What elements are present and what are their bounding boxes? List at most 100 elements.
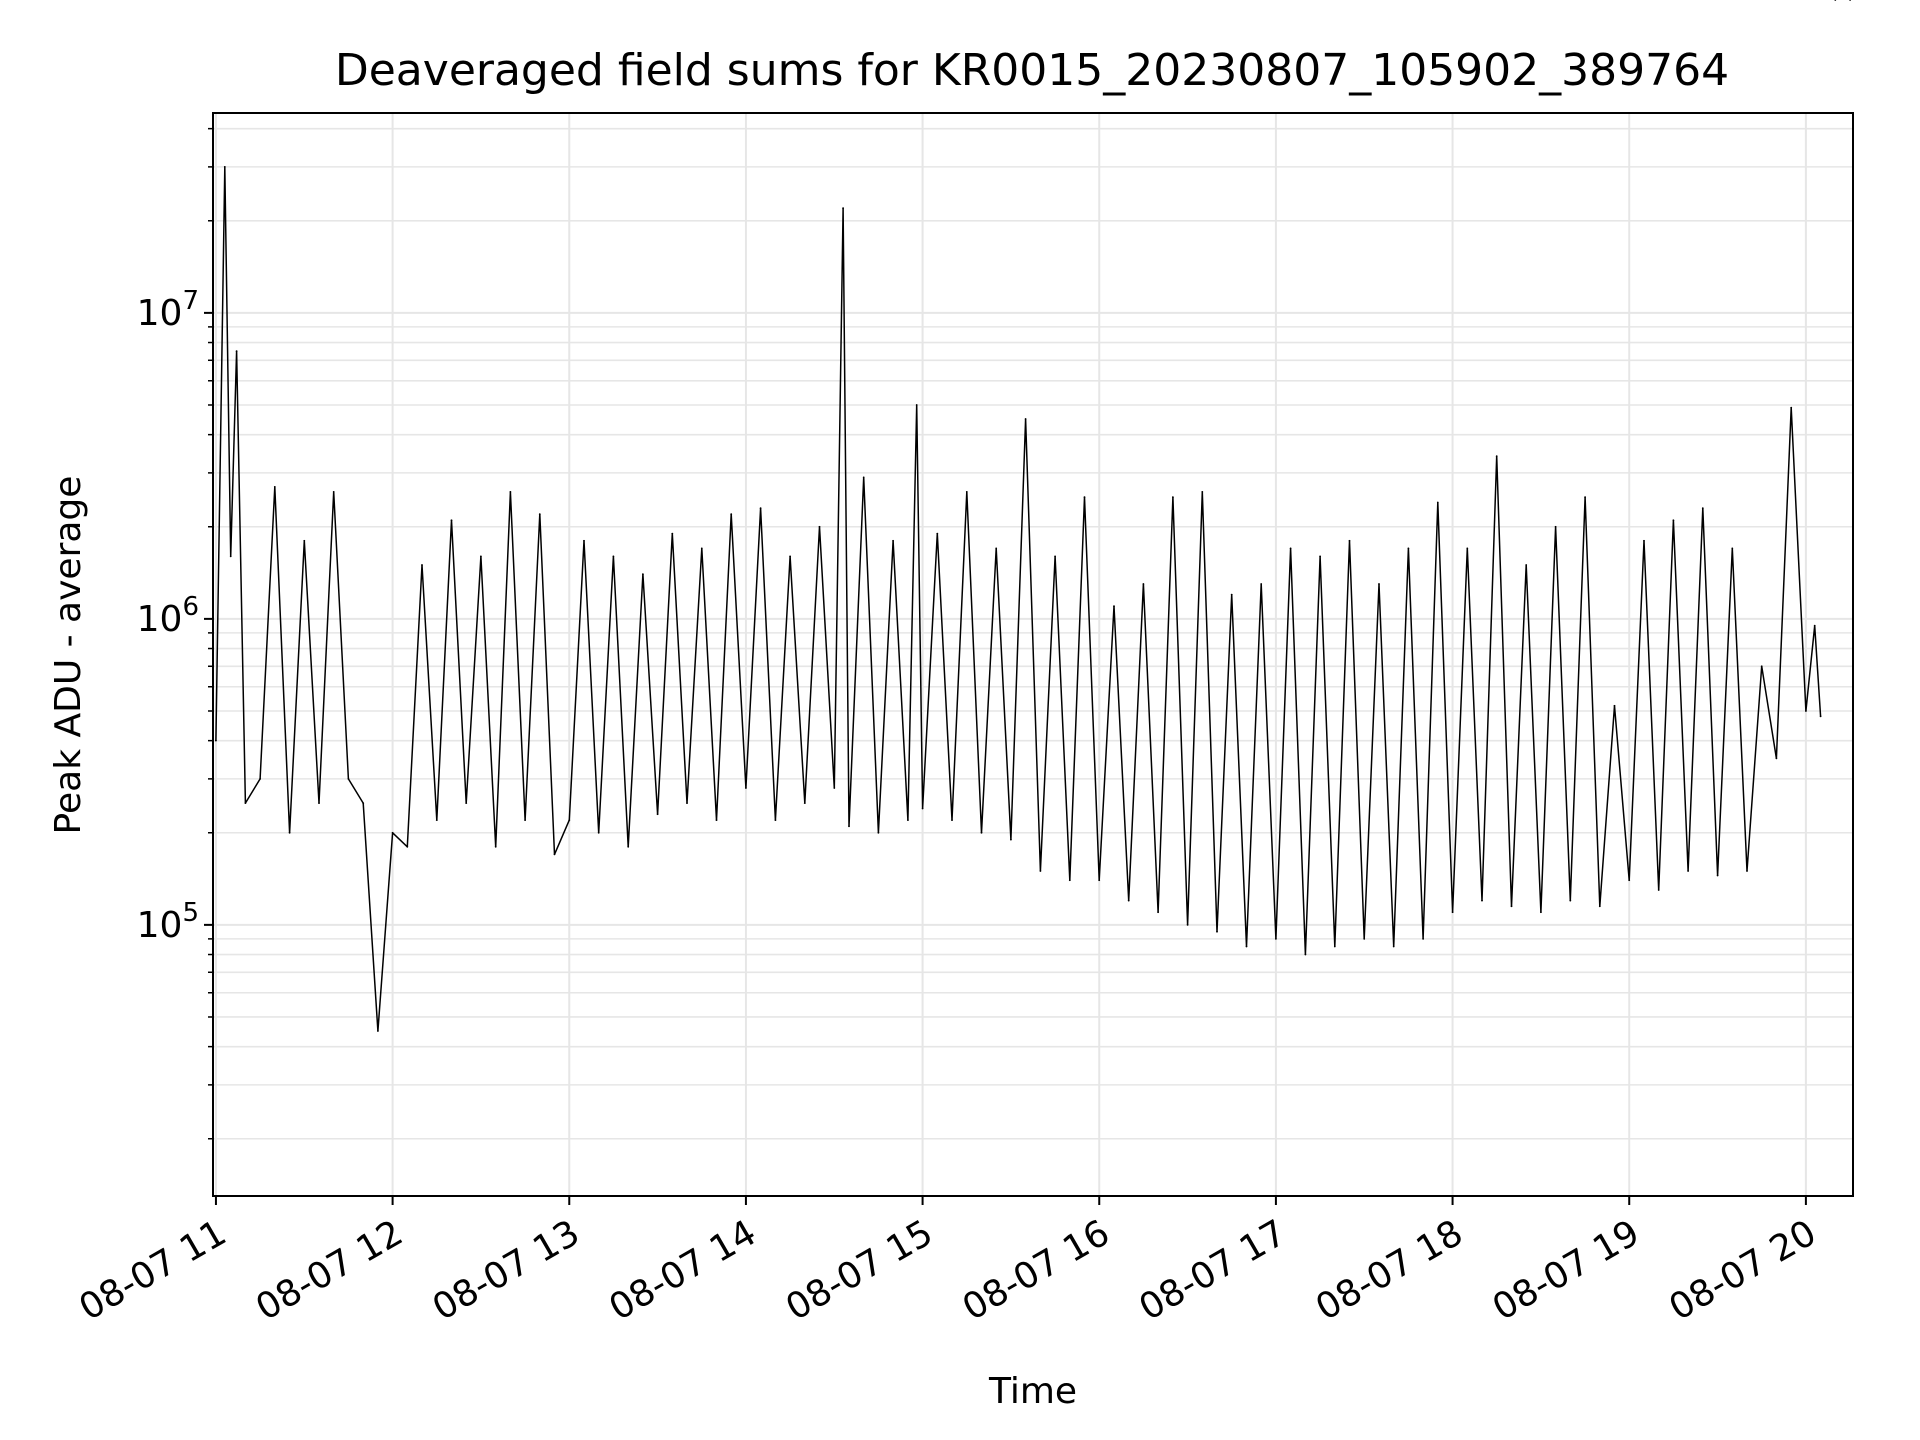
y-tick-base: 10 bbox=[137, 293, 183, 334]
data-point bbox=[229, 555, 232, 558]
data-point bbox=[842, 207, 844, 210]
data-point bbox=[921, 807, 924, 810]
data-point bbox=[1495, 455, 1498, 458]
plot-frame bbox=[212, 112, 1854, 1197]
data-point bbox=[1731, 547, 1734, 550]
data-point bbox=[1245, 945, 1248, 948]
data-point bbox=[965, 491, 968, 493]
data-point bbox=[538, 513, 541, 515]
data-point bbox=[1746, 870, 1748, 872]
data-point bbox=[1805, 710, 1807, 712]
y-tick-exponent: 7 bbox=[182, 286, 199, 316]
data-point bbox=[223, 166, 226, 168]
data-point bbox=[1643, 539, 1645, 542]
data-point bbox=[318, 802, 320, 804]
x-tick-label: 08-07 16 bbox=[956, 1212, 1117, 1328]
x-tick-label: 08-07 11 bbox=[73, 1212, 234, 1328]
y-tick-label: 105 bbox=[137, 898, 199, 946]
y-tick-exponent: 5 bbox=[182, 898, 199, 928]
data-point bbox=[1436, 501, 1439, 504]
data-point bbox=[391, 831, 394, 834]
grid bbox=[213, 113, 1853, 1196]
series-layer bbox=[215, 0, 1851, 1032]
data-point bbox=[642, 573, 644, 576]
data-point bbox=[612, 555, 615, 558]
x-axis: 08-07 11 08-07 12 08-07 13 08-07 14 08-07 15… bbox=[73, 1196, 1824, 1329]
data-point bbox=[235, 350, 238, 352]
data-point bbox=[1687, 870, 1689, 872]
data-point bbox=[1010, 838, 1012, 841]
data-point bbox=[1819, 715, 1822, 718]
data-point bbox=[509, 491, 512, 493]
data-point bbox=[1098, 879, 1101, 882]
x-tick-label: 08-07 19 bbox=[1486, 1212, 1647, 1328]
x-tick-label: 08-07 15 bbox=[779, 1212, 940, 1328]
data-point bbox=[465, 802, 468, 804]
data-point bbox=[1849, 0, 1851, 1]
data-point bbox=[1172, 496, 1174, 498]
data-point bbox=[730, 513, 733, 515]
data-point bbox=[583, 539, 585, 542]
data-point bbox=[774, 819, 777, 821]
y-tick-label: 107 bbox=[137, 286, 199, 334]
data-point bbox=[450, 519, 453, 522]
series-line bbox=[215, 166, 1822, 1032]
x-tick-label: 08-07 20 bbox=[1663, 1212, 1824, 1328]
data-point bbox=[1451, 911, 1454, 914]
x-tick-label: 08-07 17 bbox=[1133, 1212, 1294, 1328]
data-point bbox=[332, 491, 335, 493]
data-point bbox=[759, 507, 762, 510]
data-point bbox=[789, 555, 791, 558]
data-point bbox=[362, 802, 365, 804]
data-point bbox=[494, 845, 497, 848]
data-point bbox=[406, 845, 409, 848]
data-point bbox=[1813, 624, 1816, 627]
x-tick-label: 08-07 12 bbox=[249, 1212, 410, 1328]
data-point bbox=[980, 831, 983, 834]
data-point bbox=[1142, 583, 1145, 585]
y-tick-base: 10 bbox=[137, 599, 183, 640]
data-point bbox=[377, 1030, 379, 1032]
data-point bbox=[244, 802, 247, 804]
chart-title: Deaveraged field sums for KR0015_2023080… bbox=[335, 45, 1729, 96]
data-point bbox=[1834, 0, 1837, 1]
data-point bbox=[1348, 539, 1351, 542]
data-point bbox=[1525, 564, 1528, 566]
data-point bbox=[1613, 704, 1616, 707]
data-point bbox=[1672, 519, 1675, 522]
x-tick-label: 08-07 14 bbox=[603, 1212, 764, 1328]
data-point bbox=[288, 831, 291, 834]
data-point bbox=[1024, 418, 1027, 420]
data-point bbox=[1466, 547, 1469, 550]
data-point bbox=[1216, 930, 1218, 933]
data-point bbox=[1760, 665, 1763, 668]
data-point bbox=[1083, 496, 1086, 498]
data-point bbox=[936, 532, 939, 535]
data-point bbox=[1584, 496, 1586, 498]
data-point bbox=[686, 802, 688, 804]
data-point bbox=[1333, 945, 1336, 948]
data-point bbox=[1039, 870, 1042, 872]
data-point bbox=[259, 778, 261, 780]
data-point bbox=[1068, 879, 1071, 882]
data-point bbox=[951, 819, 953, 821]
data-point bbox=[671, 532, 674, 535]
data-point bbox=[1407, 547, 1410, 550]
data-point bbox=[568, 819, 571, 821]
data-point bbox=[480, 555, 482, 558]
data-point bbox=[1569, 899, 1572, 902]
data-point bbox=[907, 819, 909, 821]
data-point bbox=[995, 547, 998, 550]
x-tick-label: 08-07 18 bbox=[1309, 1212, 1470, 1328]
data-point bbox=[1113, 605, 1115, 608]
data-point bbox=[803, 802, 806, 804]
data-point bbox=[1540, 911, 1542, 914]
data-point bbox=[1790, 406, 1793, 409]
data-point bbox=[347, 778, 350, 780]
data-point bbox=[862, 476, 865, 479]
data-point bbox=[1628, 879, 1631, 882]
x-axis-label: Time bbox=[988, 1371, 1077, 1412]
data-point bbox=[1598, 905, 1601, 908]
